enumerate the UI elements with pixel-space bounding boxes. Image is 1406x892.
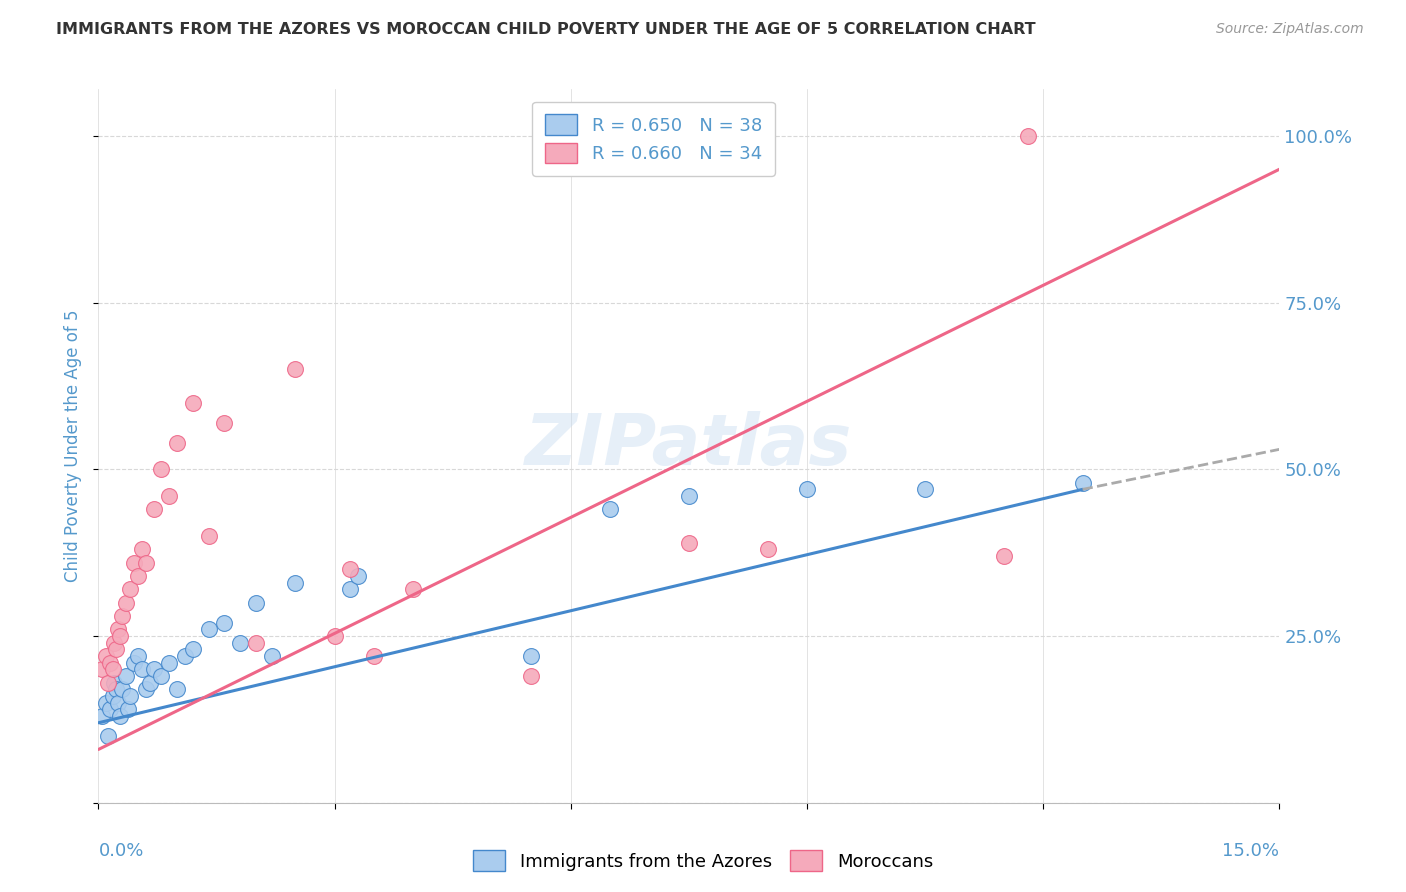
Point [142,662,165,676]
Point [678,535,700,549]
Point [157,656,180,670]
Legend: Immigrants from the Azores, Moroccans: Immigrants from the Azores, Moroccans [465,843,941,879]
Point [166,435,188,450]
Point [260,649,283,664]
Point [101,689,124,703]
Point [127,569,149,583]
Point [181,642,204,657]
Point [135,556,157,570]
Point [599,502,621,516]
Point [103,636,125,650]
Point [245,636,267,650]
Point [101,662,124,676]
Point [150,669,173,683]
Point [1017,128,1039,143]
Point [96,649,118,664]
Point [122,656,145,670]
Point [1071,475,1094,490]
Point [135,682,157,697]
Point [214,416,236,430]
Point [91,662,114,676]
Text: 0.0%: 0.0% [98,842,143,860]
Point [157,489,180,503]
Point [197,623,219,637]
Point [115,596,138,610]
Point [127,649,149,664]
Point [142,502,165,516]
Point [131,542,153,557]
Point [520,649,543,664]
Point [103,675,125,690]
Point [110,709,132,723]
Point [98,656,121,670]
Point [104,642,127,657]
Point [131,662,153,676]
Point [98,702,121,716]
Point [111,682,134,697]
Point [174,649,197,664]
Text: 15.0%: 15.0% [1222,842,1279,860]
Point [363,649,385,664]
Text: IMMIGRANTS FROM THE AZORES VS MOROCCAN CHILD POVERTY UNDER THE AGE OF 5 CORRELAT: IMMIGRANTS FROM THE AZORES VS MOROCCAN C… [56,22,1036,37]
Point [678,489,700,503]
Point [214,615,236,630]
Y-axis label: Child Poverty Under the Age of 5: Child Poverty Under the Age of 5 [65,310,83,582]
Point [284,362,307,376]
Point [91,709,114,723]
Text: Source: ZipAtlas.com: Source: ZipAtlas.com [1216,22,1364,37]
Point [122,556,145,570]
Point [756,542,779,557]
Point [150,462,173,476]
Point [110,629,132,643]
Point [118,582,141,597]
Point [284,575,307,590]
Point [245,596,267,610]
Point [229,636,252,650]
Point [104,682,127,697]
Point [181,395,204,409]
Point [339,582,361,597]
Point [347,569,370,583]
Point [993,549,1015,563]
Legend: R = 0.650   N = 38, R = 0.660   N = 34: R = 0.650 N = 38, R = 0.660 N = 34 [533,102,775,176]
Point [107,696,129,710]
Point [97,729,120,743]
Point [117,702,139,716]
Point [520,669,543,683]
Point [402,582,425,597]
Point [138,675,160,690]
Text: ZIPatlas: ZIPatlas [526,411,852,481]
Point [796,483,818,497]
Point [96,696,118,710]
Point [166,682,188,697]
Point [115,669,138,683]
Point [197,529,219,543]
Point [111,609,134,624]
Point [339,562,361,576]
Point [323,629,346,643]
Point [97,675,120,690]
Point [118,689,141,703]
Point [914,483,936,497]
Point [107,623,129,637]
